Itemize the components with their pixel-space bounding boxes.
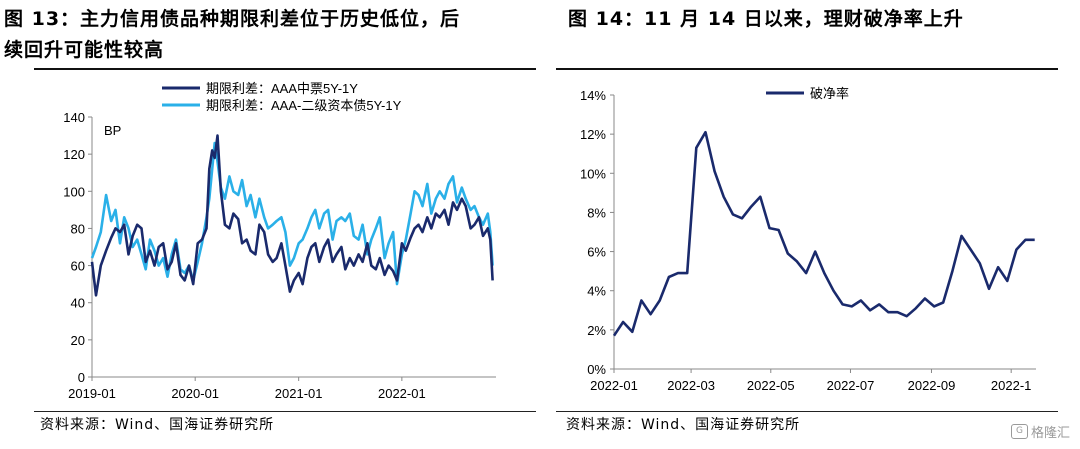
y-tick-label: 10% [580,166,606,181]
left-title-rule [34,68,536,70]
watermark: G 格隆汇 [1010,422,1070,441]
series-line-0 [612,130,1035,337]
x-tick-label: 2022-03 [667,378,715,393]
y-tick-label: 0% [587,362,606,377]
y-tick-label: 40 [71,296,85,311]
series-line-0 [90,134,494,297]
breakeven-rate-chart: 0% 2% 4% 6% 8% 10% 12% 14% 2022-01 2022-03 2022-05… [580,86,1036,393]
y-tick-label: 12% [580,127,606,142]
left-source-rule [34,411,536,412]
left-source: 资料来源：Wind、国海证券研究所 [40,417,275,433]
y-tick-label: 4% [587,284,606,299]
x-tick-label: 2022-01 [590,378,638,393]
right-figure-title: 图 14：11 月 14 日以来，理财破净率上升 [568,8,964,30]
x-tick-label: 2022-09 [908,378,956,393]
x-tick-label: 2022-05 [747,378,795,393]
x-tick-label: 2022-1 [991,378,1031,393]
legend-label: 破净率 [810,86,849,101]
right-title-rule [556,68,1058,70]
y-axis-unit-label: BP [104,123,121,138]
y-tick-label: 20 [71,333,85,348]
x-tick-label: 2022-07 [827,378,875,393]
x-tick-label: 2021-01 [275,386,323,401]
logo-icon: G [1010,424,1028,439]
left-figure-title-line1: 图 13：主力信用债品种期限利差位于历史低位，后 [4,8,461,30]
y-tick-label: 0 [78,370,85,385]
y-tick-label: 80 [71,221,85,236]
y-tick-label: 120 [63,147,85,162]
y-tick-label: 100 [63,184,85,199]
y-tick-label: 14% [580,88,606,103]
left-figure-title-line2: 续回升可能性较高 [4,39,165,61]
x-tick-label: 2020-01 [171,386,219,401]
watermark-text: 格隆汇 [1030,426,1070,441]
x-tick-label: 2022-01 [378,386,426,401]
y-tick-label: 60 [71,259,85,274]
y-tick-label: 8% [587,205,606,220]
series-line-1 [90,141,494,286]
y-tick-label: 2% [587,323,606,338]
x-tick-label: 2019-01 [68,386,116,401]
spread-chart: 0 20 40 60 80 100 120 140 2019-01 2020-01 2021-01 2… [63,81,496,401]
right-source: 资料来源：Wind、国海证券研究所 [566,417,801,433]
legend-label: 期限利差：AAA-二级资本债5Y-1Y [206,98,402,113]
y-tick-label: 140 [63,110,85,125]
right-source-rule [556,411,1058,412]
y-tick-label: 6% [587,245,606,260]
legend-label: 期限利差：AAA中票5Y-1Y [206,81,358,96]
